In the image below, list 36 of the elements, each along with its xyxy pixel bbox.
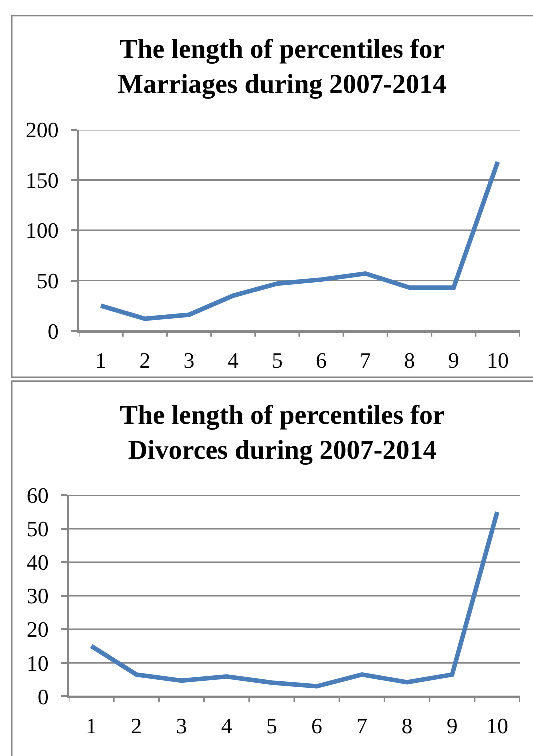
x-tick-label: 3 xyxy=(176,714,188,739)
y-tick-label: 50 xyxy=(26,516,49,542)
y-tick-label: 200 xyxy=(26,118,59,143)
y-tick-label: 60 xyxy=(26,483,49,508)
line-series xyxy=(98,160,500,322)
x-tick-label: 1 xyxy=(86,714,98,739)
x-tick-label: 2 xyxy=(140,348,151,374)
x-tick-label: 1 xyxy=(96,348,107,374)
x-tick-label: 5 xyxy=(266,714,278,739)
x-tick-label: 7 xyxy=(356,714,368,739)
y-tick-label: 100 xyxy=(26,218,59,244)
x-tick-label: 9 xyxy=(448,348,460,374)
y-tick-label: 10 xyxy=(26,650,49,676)
x-tick-label: 8 xyxy=(402,714,413,739)
chart-title: The length of percentiles for Divorces during 2007-2014 xyxy=(120,400,445,466)
x-tick-label: 6 xyxy=(312,714,323,739)
x-tick-label: 7 xyxy=(360,348,372,374)
x-tick-label: 4 xyxy=(228,348,239,374)
x-tick-label: 2 xyxy=(131,714,142,739)
y-tick-label: 30 xyxy=(26,584,49,609)
x-tick-label: 8 xyxy=(404,348,416,374)
x-tick-label: 9 xyxy=(446,714,458,739)
y-tick-label: 150 xyxy=(26,168,59,193)
x-tick-label: 6 xyxy=(316,348,328,374)
x-tick-label: 10 xyxy=(486,348,509,374)
chart-title: The length of percentiles for Marriages during 2007-2014 xyxy=(118,34,446,100)
y-tick-label: 0 xyxy=(38,684,49,710)
x-tick-label: 3 xyxy=(184,348,195,374)
y-tick-label: 0 xyxy=(48,318,59,344)
x-tick-label: 4 xyxy=(221,714,232,739)
y-tick-label: 20 xyxy=(26,617,49,642)
y-tick-label: 40 xyxy=(26,550,49,576)
y-tick-label: 50 xyxy=(36,268,59,294)
x-tick-label: 10 xyxy=(486,714,508,739)
line-series xyxy=(89,510,500,689)
x-tick-label: 5 xyxy=(272,348,283,374)
